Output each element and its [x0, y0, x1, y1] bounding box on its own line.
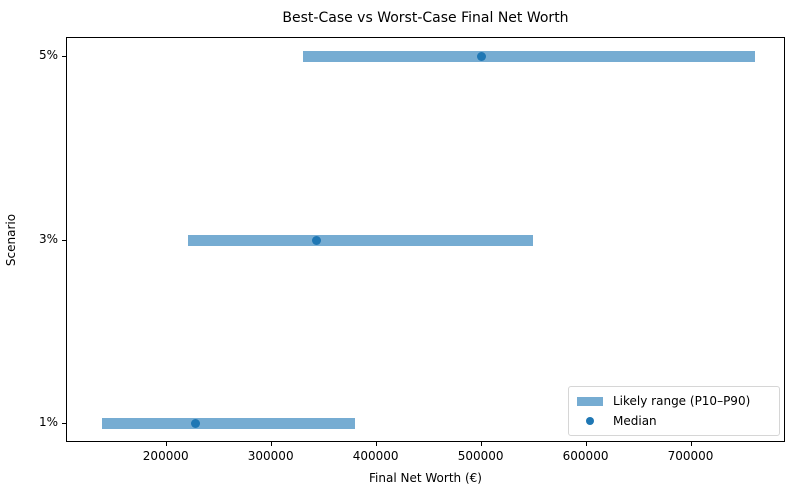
x-tick-label: 300000: [247, 449, 294, 463]
x-tick-label: 500000: [457, 449, 504, 463]
range-bar: [303, 51, 755, 62]
x-tick-label: 200000: [142, 449, 189, 463]
median-point: [477, 51, 487, 61]
x-tick-label: 600000: [562, 449, 609, 463]
chart-title: Best-Case vs Worst-Case Final Net Worth: [282, 10, 569, 26]
x-tick: [480, 442, 482, 446]
plot-area: [66, 37, 785, 442]
x-tick: [270, 442, 272, 446]
x-tick-label: 700000: [667, 449, 714, 463]
y-tick: [62, 240, 66, 241]
y-tick-label: 1%: [38, 415, 58, 429]
y-tick: [62, 56, 66, 57]
median-marker-icon: [586, 417, 594, 425]
legend: Likely range (P10–P90) Median: [568, 386, 780, 436]
legend-range-label: Likely range (P10–P90): [613, 394, 751, 408]
y-tick-label: 3%: [38, 232, 58, 246]
y-tick-label: 5%: [38, 48, 58, 62]
x-tick: [165, 442, 167, 446]
legend-item-range: Likely range (P10–P90): [577, 393, 750, 409]
x-tick-label: 400000: [352, 449, 399, 463]
median-point: [190, 418, 200, 428]
x-tick: [375, 442, 377, 446]
range-swatch-icon: [577, 396, 603, 406]
y-axis-title: Scenario: [4, 213, 18, 267]
median-point: [312, 235, 322, 245]
legend-median-label: Median: [613, 414, 657, 428]
x-tick: [585, 442, 587, 446]
legend-item-median: Median: [577, 413, 657, 429]
x-tick: [690, 442, 692, 446]
range-bar: [187, 235, 534, 246]
x-axis-title: Final Net Worth (€): [369, 471, 482, 485]
y-tick: [62, 423, 66, 424]
range-bar: [101, 418, 355, 429]
